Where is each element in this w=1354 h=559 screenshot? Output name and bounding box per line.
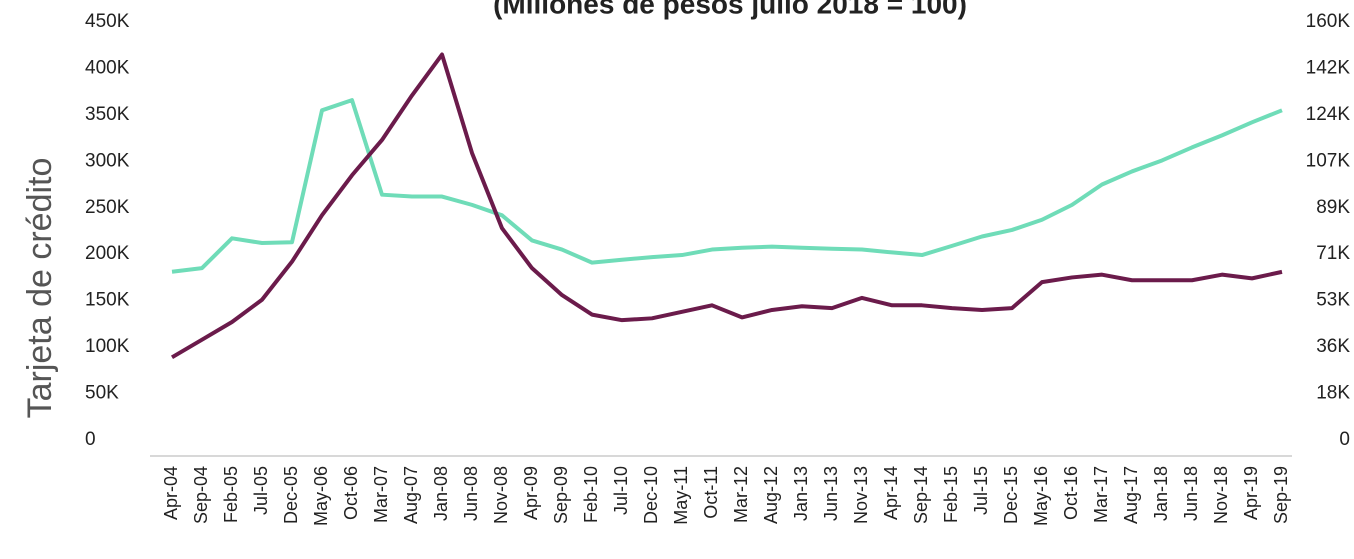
y-tick-label: 50K <box>85 383 119 404</box>
x-tick-label: Jan-18 <box>1151 466 1171 521</box>
x-tick-label: Mar-17 <box>1091 466 1111 523</box>
x-tick-label: May-11 <box>671 466 691 525</box>
y2-tick-label: 160K <box>1306 11 1351 32</box>
y2-tick-label: 71K <box>1316 243 1350 264</box>
x-tick-label: Sep-09 <box>551 466 571 524</box>
x-tick-label: Mar-12 <box>731 466 751 523</box>
y-tick-label: 300K <box>85 150 130 171</box>
x-tick-label: Aug-12 <box>761 466 781 524</box>
x-tick-label: Dec-15 <box>1001 466 1021 524</box>
x-tick-label: Apr-19 <box>1241 466 1261 520</box>
y-tick-label: 450K <box>85 11 130 32</box>
x-tick-label: Oct-06 <box>341 466 361 520</box>
y-axis-title: Tarjeta de crédito <box>21 158 59 419</box>
y-tick-label: 200K <box>85 243 130 264</box>
y-tick-label: 100K <box>85 336 130 357</box>
x-tick-label: Jun-18 <box>1181 466 1201 521</box>
x-tick-label: Jul-15 <box>971 466 991 515</box>
x-tick-label: Nov-13 <box>851 466 871 524</box>
x-tick-label: Nov-08 <box>491 466 511 524</box>
x-tick-label: Apr-14 <box>881 466 901 520</box>
x-tick-label: Jun-13 <box>821 466 841 521</box>
x-tick-label: Sep-14 <box>911 466 931 524</box>
x-tick-label: Jul-10 <box>611 466 631 515</box>
x-tick-label: Jan-13 <box>791 466 811 521</box>
x-tick-label: May-06 <box>311 466 331 526</box>
x-tick-label: May-16 <box>1031 466 1051 526</box>
y2-tick-label: 36K <box>1316 336 1350 357</box>
y2-tick-label: 107K <box>1306 150 1351 171</box>
x-tick-label: Apr-04 <box>161 466 181 520</box>
x-tick-label: Jun-08 <box>461 466 481 521</box>
y2-tick-label: 89K <box>1316 197 1350 218</box>
x-tick-label: Sep-04 <box>191 466 211 524</box>
x-tick-label: Aug-07 <box>401 466 421 524</box>
y-tick-label: 400K <box>85 57 130 78</box>
y2-tick-label: 18K <box>1316 383 1350 404</box>
x-tick-label: Feb-10 <box>581 466 601 523</box>
y-tick-label: 250K <box>85 197 130 218</box>
x-tick-label: Sep-19 <box>1271 466 1291 524</box>
y2-tick-label: 0 <box>1339 429 1350 450</box>
x-tick-label: Mar-07 <box>371 466 391 523</box>
series-line <box>171 98 1283 274</box>
x-tick-label: Oct-11 <box>701 466 721 519</box>
x-tick-label: Nov-18 <box>1211 466 1231 524</box>
y-tick-label: 150K <box>85 290 130 311</box>
x-tick-label: Dec-05 <box>281 466 301 524</box>
y-tick-label: 350K <box>85 104 130 125</box>
x-tick-label: Dec-10 <box>641 466 661 524</box>
x-tick-label: Jul-05 <box>251 466 271 515</box>
x-tick-label: Feb-05 <box>221 466 241 523</box>
x-tick-label: Oct-16 <box>1061 466 1081 520</box>
y2-tick-label: 142K <box>1306 57 1351 78</box>
x-tick-label: Aug-17 <box>1121 466 1141 524</box>
x-tick-label: Jan-08 <box>431 466 451 521</box>
chart-title: (Millones de pesos julio 2018 = 100) <box>493 0 967 19</box>
x-tick-label: Feb-15 <box>941 466 961 523</box>
y2-tick-label: 124K <box>1306 104 1351 125</box>
y-tick-label: 0 <box>85 429 96 450</box>
series-line <box>170 52 1283 360</box>
x-tick-label: Apr-09 <box>521 466 541 520</box>
y2-tick-label: 53K <box>1316 290 1350 311</box>
